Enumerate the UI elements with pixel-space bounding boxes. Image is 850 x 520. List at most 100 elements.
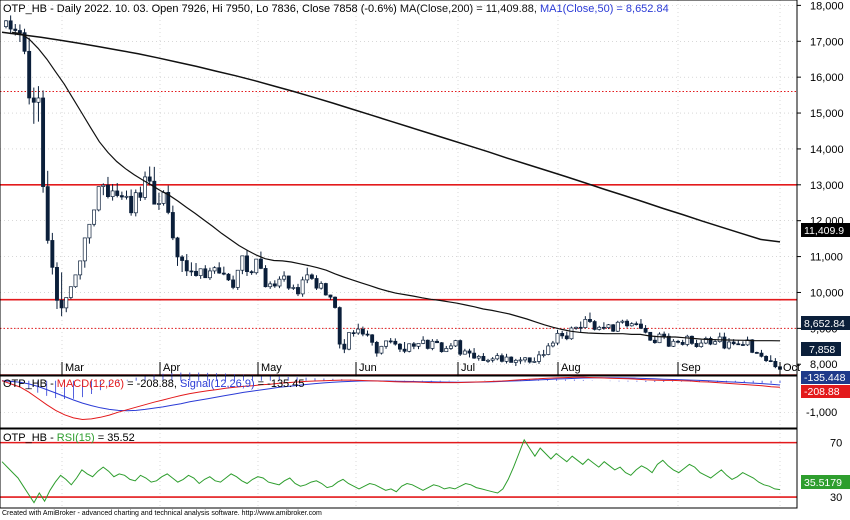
candle-down-body (689, 335, 694, 344)
candle-down-body (560, 333, 565, 337)
candle-down-body (643, 327, 648, 333)
candle-up-body (448, 345, 453, 349)
candle-down-body (564, 335, 569, 340)
candle-down-body (17, 30, 22, 34)
candle-up-body (156, 203, 161, 205)
candle-down-body (272, 283, 277, 287)
candlesticks (4, 15, 782, 371)
price-tick-label: 8,000 (810, 359, 838, 371)
candle-up-body (96, 186, 101, 211)
candle-down-body (388, 340, 393, 343)
candle-up-body (379, 345, 384, 354)
macd-title-value: = -208.88, (124, 378, 180, 390)
signal-title-value: = -135.45 (255, 378, 305, 390)
candle-up-body (240, 255, 245, 271)
candle-up-body (699, 342, 704, 348)
candle-down-body (398, 343, 402, 350)
month-tick-label: Jun (359, 362, 377, 374)
candle-up-body (68, 286, 73, 298)
candle-down-body (736, 343, 741, 346)
candle-up-body (541, 354, 546, 356)
candle-up-body (504, 356, 509, 362)
candle-down-body (258, 258, 263, 269)
month-tick-label: Sep (681, 362, 701, 374)
candle-down-body (740, 344, 745, 346)
candle-up-body (36, 97, 41, 103)
candle-down-body (59, 300, 64, 309)
candle-down-body (467, 350, 472, 354)
candle-up-body (597, 326, 602, 330)
rsi-y-axis: 30 70 (830, 438, 842, 504)
candle-down-body (184, 260, 189, 272)
candle-up-body (101, 184, 106, 187)
rsi-tick-label: 30 (830, 492, 842, 504)
date-x-axis: Mar Apr May Jun Jul Aug Sep Oct (61, 362, 800, 375)
ma50-tag-bg (801, 316, 850, 330)
candle-down-body (323, 283, 328, 296)
candle-down-body (106, 184, 110, 198)
candle-down-body (221, 272, 226, 275)
rsi-tag-bg (801, 475, 850, 489)
macd-tag-text: -208.88 (804, 386, 840, 398)
price-pane[interactable]: 8,0009,00010,00011,00012,00013,00014,000… (0, 0, 850, 376)
candle-down-body (351, 332, 356, 335)
candle-down-body (722, 336, 727, 349)
candle-up-body (569, 327, 574, 340)
signal-tag-bg (801, 371, 850, 384)
candle-down-body (175, 237, 180, 258)
candle-down-body (374, 341, 379, 354)
macd-tag-bg (801, 385, 850, 398)
candle-up-body (671, 340, 676, 347)
candle-up-body (319, 283, 324, 289)
ma50-value-tag: 8,652.84 (801, 316, 850, 330)
candle-down-body (203, 268, 208, 279)
candle-down-body (694, 343, 699, 348)
rsi-line (1, 438, 781, 504)
price-title: OTP_HB - Daily 2022. 10. 03. Open 7926, … (3, 3, 669, 15)
rsi-title: OTP_HB - RSI(15) = 35.52 (3, 432, 135, 444)
rsi-title-symbol: OTP_HB (3, 432, 47, 444)
candle-down-body (119, 195, 124, 198)
candle-up-body (583, 319, 588, 328)
candle-down-body (138, 192, 143, 198)
macd-tick-label: -1,000 (806, 407, 837, 419)
candle-down-body (314, 278, 319, 289)
candle-up-body (421, 339, 426, 344)
ma200-line (1, 31, 781, 243)
ma50-tag-text: 8,652.84 (804, 318, 845, 330)
close-tag-text: 7,858 (809, 344, 835, 356)
candle-down-body (328, 294, 333, 298)
candle-down-body (217, 267, 222, 274)
candle-down-body (309, 274, 314, 279)
candle-up-body (133, 192, 138, 214)
candle-down-body (231, 279, 236, 288)
rsi-title-value: = 35.52 (95, 432, 135, 444)
candle-up-body (64, 297, 69, 309)
macd-pane[interactable]: -1,000 OTP_HB - MACD(12,26) = -208.88, S… (0, 371, 850, 429)
candle-up-body (462, 350, 467, 355)
candle-up-body (305, 274, 310, 281)
rsi-pane[interactable]: 30 70 OTP_HB - RSI(15) = 35.52 35.5179 (0, 428, 850, 509)
candle-down-body (342, 343, 347, 350)
candle-up-body (282, 275, 287, 280)
candle-up-body (620, 320, 625, 323)
candle-down-body (578, 326, 583, 329)
candle-down-body (249, 271, 254, 274)
candle-down-body (365, 333, 370, 336)
candle-up-body (73, 274, 78, 288)
candle-down-body (115, 190, 120, 196)
candle-down-body (41, 97, 46, 187)
rsi-title-name: RSI(15) (57, 432, 95, 444)
candle-down-body (759, 352, 764, 357)
candle-down-body (676, 340, 680, 343)
candle-down-body (731, 341, 736, 345)
close-tag-bg (801, 342, 841, 356)
candle-down-body (402, 348, 407, 352)
footer-credit: Created with AmiBroker - advanced charti… (2, 510, 322, 517)
signal-tag-text: -135.448 (804, 372, 846, 384)
candle-down-body (180, 256, 185, 261)
candle-up-body (703, 338, 708, 344)
candle-down-body (754, 352, 759, 354)
candle-down-body (31, 97, 36, 103)
candle-up-body (606, 324, 611, 328)
